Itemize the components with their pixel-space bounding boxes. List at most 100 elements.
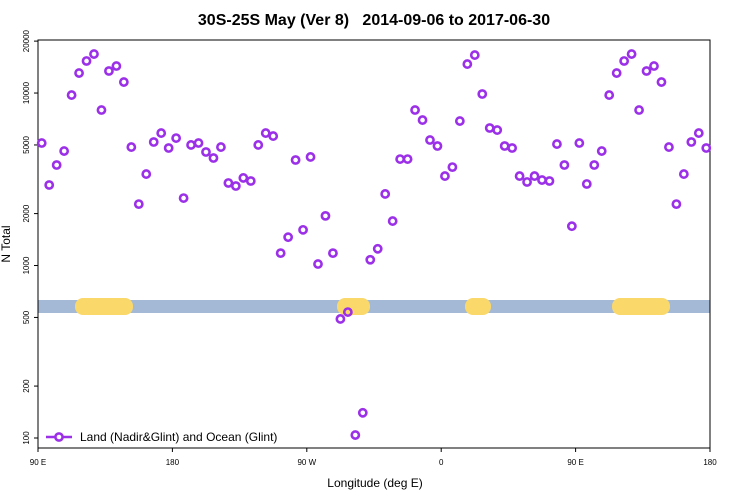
point xyxy=(559,160,570,170)
point xyxy=(626,49,637,59)
point xyxy=(357,407,368,418)
point xyxy=(634,105,644,115)
point xyxy=(619,56,630,66)
land-band xyxy=(337,298,370,315)
point xyxy=(208,153,219,163)
point xyxy=(305,152,316,162)
y-tick-label: 500 xyxy=(22,310,31,324)
x-tick-label: 90 E xyxy=(30,458,46,467)
point xyxy=(492,125,503,135)
land-ocean-band xyxy=(38,298,710,315)
point xyxy=(230,181,241,191)
point xyxy=(574,138,585,148)
point xyxy=(462,59,473,69)
point xyxy=(313,259,323,269)
point xyxy=(350,430,361,440)
point xyxy=(268,131,279,141)
point xyxy=(402,154,413,164)
point xyxy=(678,169,689,179)
point xyxy=(44,180,55,190)
point xyxy=(66,90,77,100)
point xyxy=(440,171,450,181)
point xyxy=(686,137,697,147)
point xyxy=(320,210,331,221)
point xyxy=(111,61,122,71)
point xyxy=(283,232,294,243)
y-tick-label: 5000 xyxy=(22,136,31,154)
point xyxy=(387,216,398,226)
point xyxy=(589,160,600,170)
point xyxy=(410,105,420,115)
x-tick-label: 180 xyxy=(703,458,717,467)
point xyxy=(290,155,301,165)
plot-frame xyxy=(37,39,711,449)
point xyxy=(342,307,353,317)
y-tick-label: 200 xyxy=(22,379,31,393)
point xyxy=(104,66,114,76)
point xyxy=(425,135,435,145)
point xyxy=(552,139,562,149)
point xyxy=(671,199,682,210)
point xyxy=(126,142,137,152)
point xyxy=(163,143,174,153)
y-tick-label: 2000 xyxy=(22,204,31,222)
point xyxy=(596,146,607,156)
point xyxy=(253,140,264,150)
legend-marker xyxy=(54,432,64,442)
point xyxy=(245,176,256,186)
point xyxy=(223,178,234,188)
point xyxy=(298,224,308,235)
point xyxy=(484,123,495,133)
point xyxy=(328,248,338,259)
point xyxy=(417,115,428,125)
point xyxy=(51,160,62,170)
y-tick-label: 1000 xyxy=(22,256,31,274)
point xyxy=(372,243,383,254)
point xyxy=(133,199,144,210)
point xyxy=(171,133,182,143)
point xyxy=(59,146,70,156)
point xyxy=(611,68,622,78)
point xyxy=(81,56,92,66)
point xyxy=(141,169,152,179)
point xyxy=(193,138,204,148)
x-axis-label: Longitude (deg E) xyxy=(327,476,422,490)
point xyxy=(395,154,406,164)
point xyxy=(148,137,159,147)
point xyxy=(380,189,391,199)
point xyxy=(604,90,615,100)
point xyxy=(522,177,532,187)
y-axis-label: N Total xyxy=(0,225,13,262)
point xyxy=(118,77,129,87)
point xyxy=(36,138,47,148)
point xyxy=(365,254,376,265)
point xyxy=(447,162,458,173)
point xyxy=(693,128,704,138)
land-band xyxy=(612,298,670,315)
point xyxy=(216,142,226,152)
ocean-band xyxy=(38,300,710,313)
point xyxy=(544,176,555,186)
y-tick-label: 20000 xyxy=(22,29,31,52)
land-band xyxy=(465,298,491,315)
point xyxy=(238,173,249,183)
point xyxy=(454,116,465,126)
x-tick-label: 180 xyxy=(166,458,180,467)
point xyxy=(664,142,674,152)
point xyxy=(89,49,99,59)
chart-title: 30S-25S May (Ver 8) 2014-09-06 to 2017-0… xyxy=(198,12,550,29)
point xyxy=(641,66,652,76)
point xyxy=(156,128,167,138)
point xyxy=(537,175,547,185)
point xyxy=(477,89,488,99)
point xyxy=(201,147,211,157)
legend-label: Land (Nadir&Glint) and Ocean (Glint) xyxy=(80,430,277,444)
point xyxy=(529,171,540,181)
point xyxy=(656,77,667,87)
x-tick-label: 0 xyxy=(439,458,444,467)
y-tick-label: 10000 xyxy=(22,81,31,104)
point xyxy=(566,221,577,232)
point xyxy=(186,140,196,150)
point xyxy=(432,141,443,151)
